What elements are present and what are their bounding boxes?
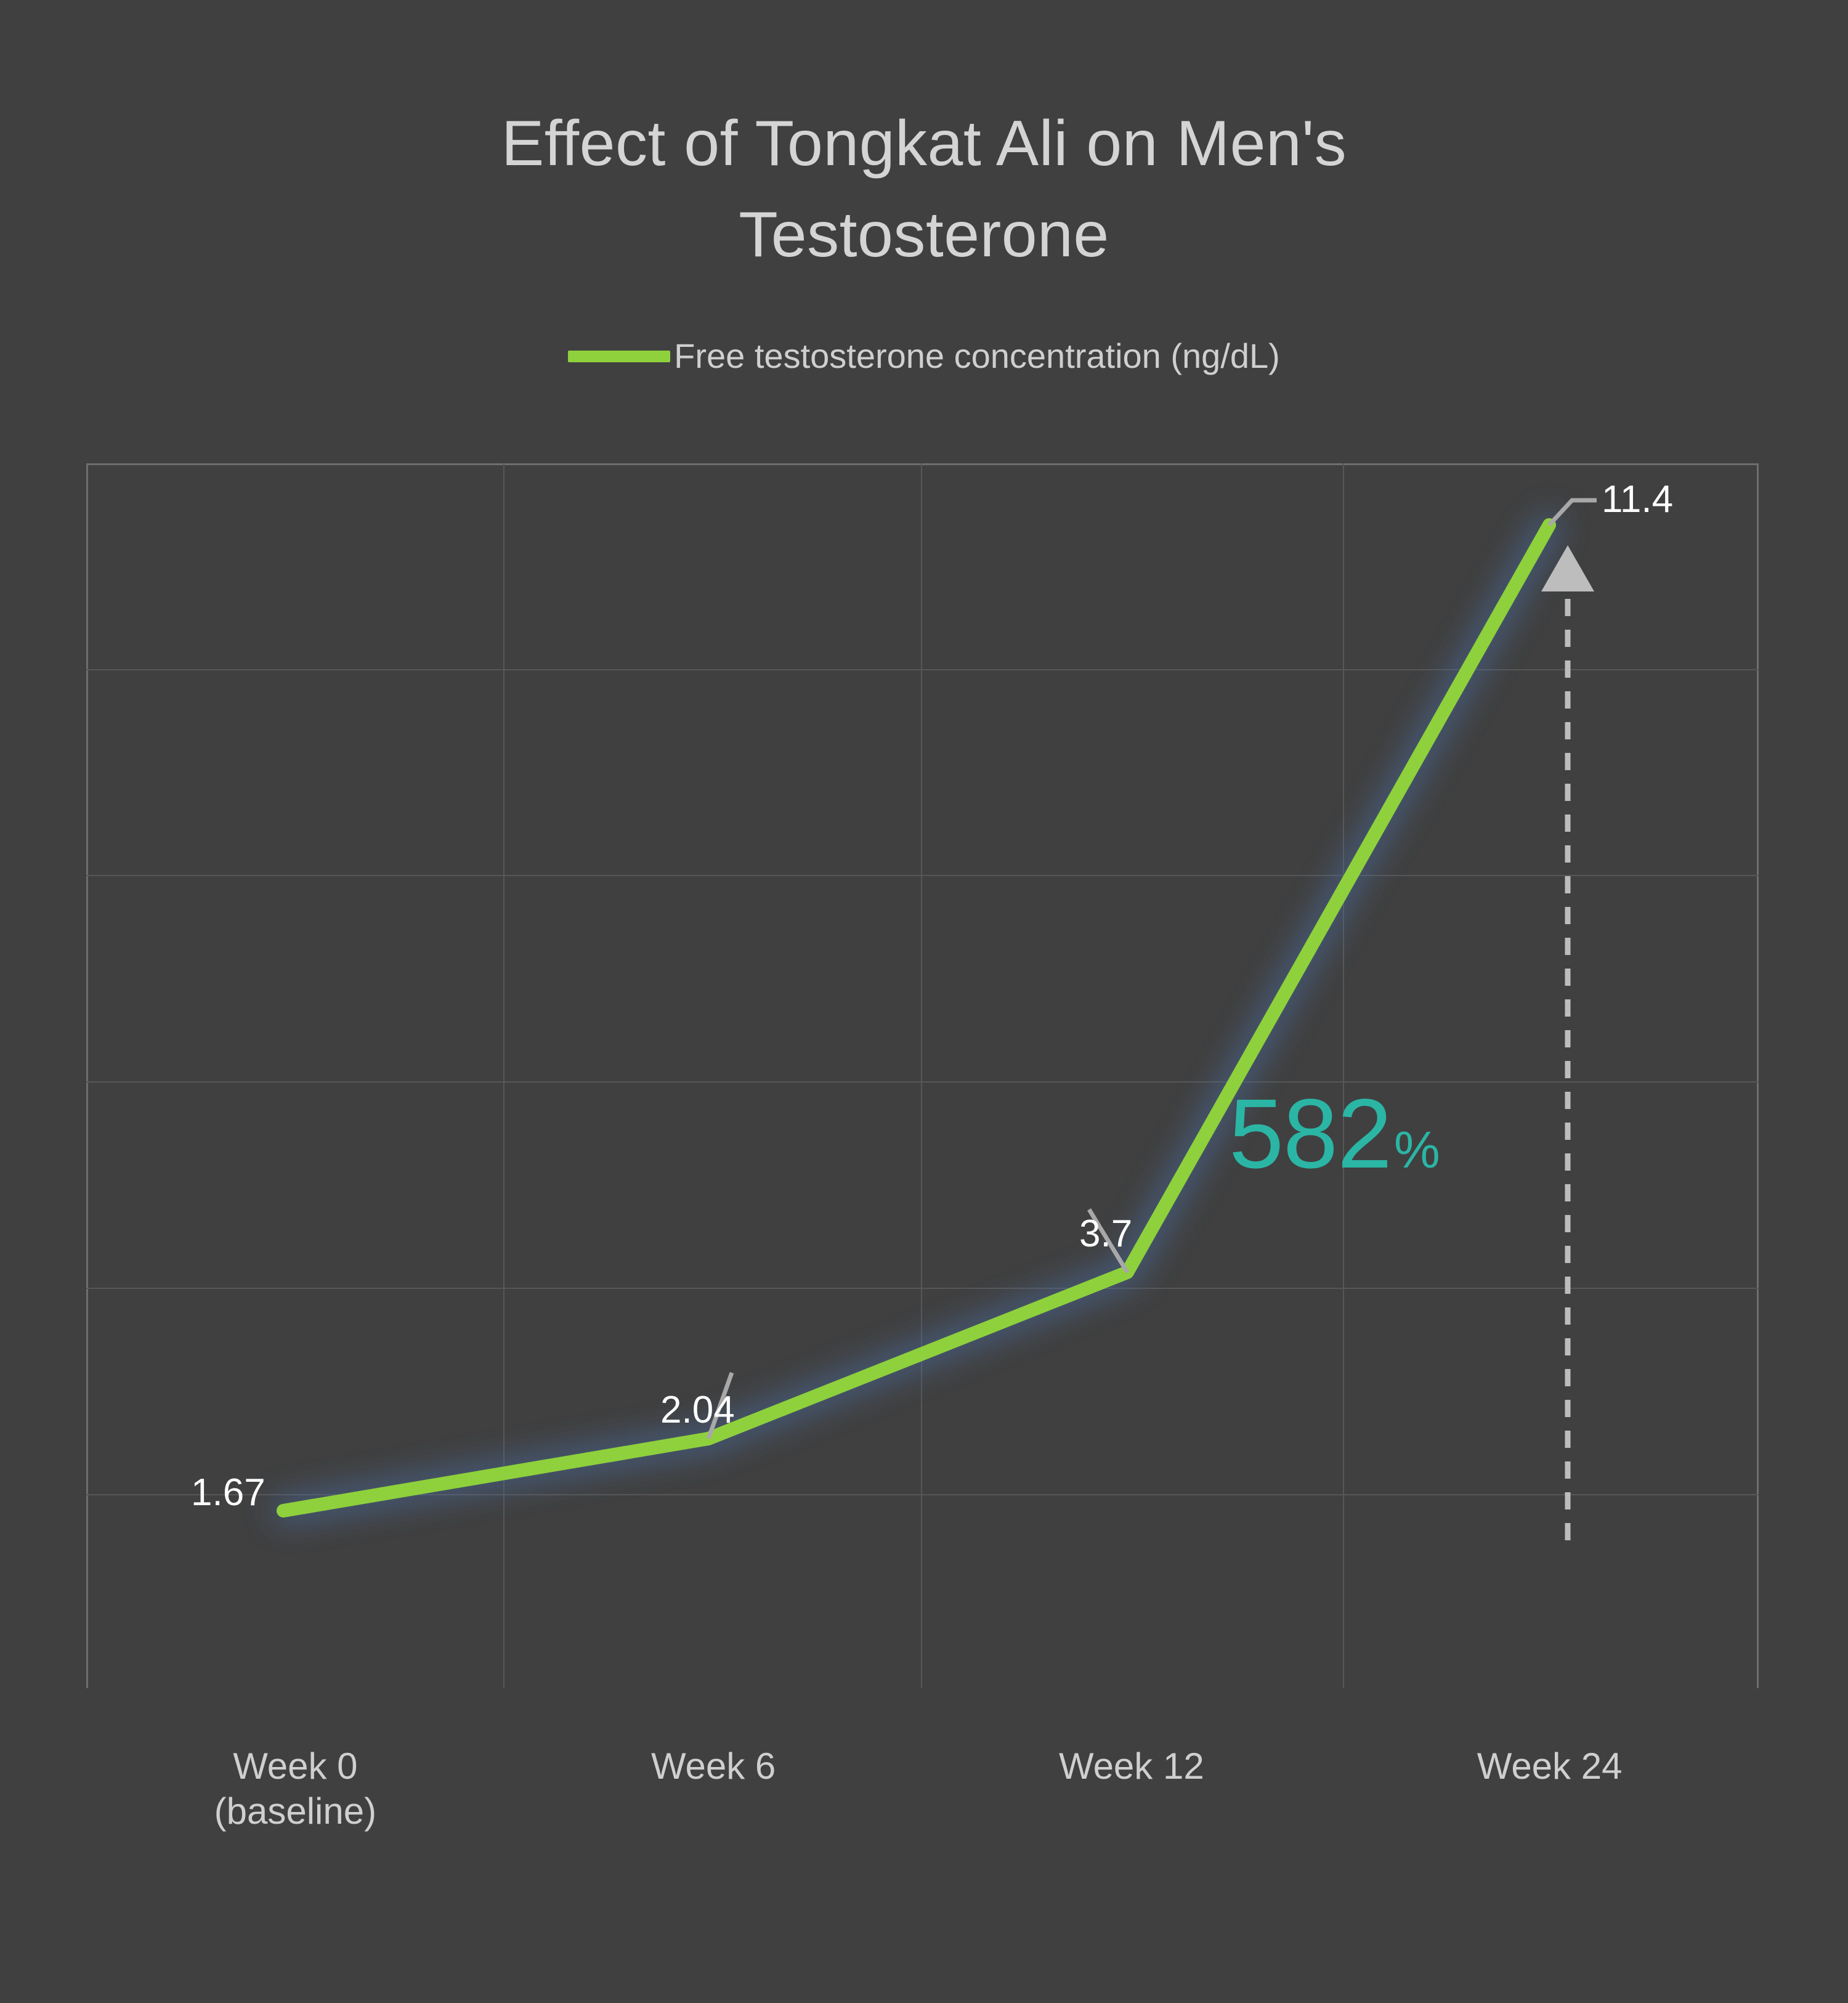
x-axis-labels: Week 0 (baseline) Week 6 Week 12 Week 24 [86, 1744, 1759, 1904]
gridline-horizontal [86, 875, 1759, 876]
chart-title: Effect of Tongkat Ali on Men's Testoster… [501, 108, 1347, 270]
percent-increase-symbol: % [1393, 1121, 1440, 1179]
plot-border-left [86, 463, 88, 1688]
plot-border-top [86, 463, 1759, 465]
plot-area [86, 463, 1759, 1688]
data-label-week6: 2.04 [660, 1389, 735, 1431]
data-label-week24: 11.4 [1602, 478, 1674, 521]
legend-item-label: Free testosterone concentration (ng/dL) [674, 336, 1280, 375]
x-tick-week-6: Week 6 [650, 1745, 776, 1787]
x-tick-week-0: Week 0 (baseline) [214, 1745, 377, 1832]
gridline-horizontal [86, 1081, 1759, 1083]
gridline-vertical [1343, 463, 1344, 1688]
data-label-week12: 3.7 [1079, 1213, 1133, 1255]
x-tick-week-24: Week 24 [1477, 1745, 1623, 1787]
gridline-vertical [503, 463, 505, 1688]
gridline-horizontal [86, 1288, 1759, 1289]
data-label-week0: 1.67 [191, 1471, 265, 1514]
chart-legend: Free testosterone concentration (ng/dL) [0, 339, 1848, 373]
gridline-horizontal [86, 669, 1759, 670]
plot-border-right [1757, 463, 1759, 1688]
legend-swatch-icon [568, 350, 671, 362]
percent-increase-callout: 582 % [1229, 1084, 1440, 1183]
x-tick-week-12: Week 12 [1059, 1745, 1204, 1787]
gridline-horizontal [86, 1494, 1759, 1495]
gridline-vertical [921, 463, 922, 1688]
percent-increase-value: 582 [1229, 1078, 1392, 1188]
